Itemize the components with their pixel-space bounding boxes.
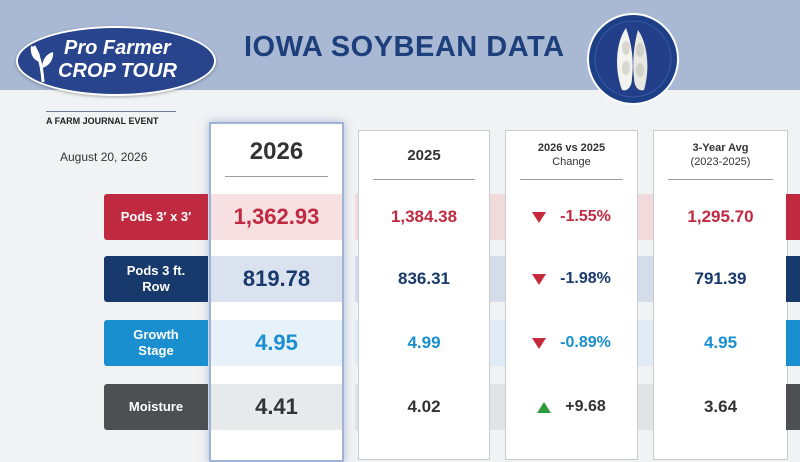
row-label-line: Pods 3 ft. bbox=[126, 263, 186, 278]
row-label-line: Row bbox=[142, 279, 170, 294]
logo-line1: Pro Farmer bbox=[64, 37, 171, 59]
pro-farmer-logo: Pro Farmer CROP TOUR bbox=[16, 26, 216, 96]
row-label-pods-3ft-row: Pods 3 ft. Row bbox=[104, 256, 208, 302]
row-label-line: Moisture bbox=[128, 399, 184, 414]
up-arrow-icon bbox=[537, 401, 552, 413]
column-header-avg: 3-Year Avg (2023-2025) bbox=[654, 141, 787, 169]
avg-title: 3-Year Avg bbox=[692, 142, 749, 154]
logo-line2: CROP TOUR bbox=[58, 60, 177, 82]
column-header-change: 2026 vs 2025 Change bbox=[506, 141, 637, 169]
value-2025: 1,384.38 bbox=[390, 207, 458, 226]
crop-leaf-icon bbox=[30, 45, 54, 83]
row-band-2026 bbox=[211, 384, 342, 430]
value-3yr-avg: 3.64 bbox=[703, 397, 738, 416]
row-edge-tab bbox=[786, 320, 800, 366]
tagline: A FARM JOURNAL EVENT bbox=[46, 116, 159, 126]
column-header-2026: 2026 bbox=[249, 138, 304, 165]
down-arrow-icon bbox=[532, 273, 547, 285]
change-title: 2026 vs 2025 bbox=[537, 142, 606, 154]
change-text: -1.98% bbox=[560, 270, 611, 287]
column-header-2025: 2025 bbox=[407, 147, 441, 164]
value-2025: 4.99 bbox=[407, 333, 441, 352]
value-2025: 836.31 bbox=[398, 269, 450, 288]
value-change: +9.68 bbox=[507, 386, 636, 428]
page-title: IOWA SOYBEAN DATA bbox=[244, 31, 565, 63]
row-label-growth-stage: Growth Stage bbox=[104, 320, 208, 366]
value-2026: 4.95 bbox=[255, 330, 298, 355]
down-arrow-icon bbox=[532, 211, 547, 223]
value-change: -0.89% bbox=[507, 322, 636, 364]
value-2026: 819.78 bbox=[242, 266, 311, 291]
value-change: -1.98% bbox=[507, 258, 636, 300]
avg-subtitle: (2023-2025) bbox=[690, 156, 751, 168]
value-2026: 4.41 bbox=[255, 394, 298, 419]
row-label-moisture: Moisture bbox=[104, 384, 208, 430]
row-label-line: Stage bbox=[138, 343, 174, 358]
value-3yr-avg: 1,295.70 bbox=[687, 207, 754, 226]
row-edge-tab bbox=[786, 256, 800, 302]
row-band-2026 bbox=[211, 256, 342, 302]
down-arrow-icon bbox=[532, 337, 547, 349]
column-rule bbox=[520, 179, 623, 180]
row-band-2026 bbox=[211, 194, 342, 240]
report-date: August 20, 2026 bbox=[60, 150, 148, 164]
row-band-2026 bbox=[211, 320, 342, 366]
column-3yr-avg: 3-Year Avg (2023-2025) bbox=[653, 130, 788, 460]
column-rule bbox=[373, 179, 475, 180]
row-label-line: Growth bbox=[133, 327, 179, 342]
change-subtitle: Change bbox=[552, 156, 591, 168]
change-text: -1.55% bbox=[560, 208, 611, 225]
soybean-pod-icon bbox=[587, 13, 679, 105]
column-rule bbox=[225, 176, 328, 177]
value-3yr-avg: 791.39 bbox=[694, 269, 747, 288]
row-edge-tab bbox=[786, 194, 800, 240]
row-label-pods-3x3: Pods 3′ x 3′ bbox=[104, 194, 208, 240]
value-2025: 4.02 bbox=[407, 397, 441, 416]
value-2026: 1,362.93 bbox=[233, 204, 320, 229]
change-text: -0.89% bbox=[560, 334, 611, 351]
change-text: +9.68 bbox=[565, 398, 606, 415]
row-edge-tab bbox=[786, 384, 800, 430]
row-label-line: Pods 3′ x 3′ bbox=[120, 209, 192, 224]
column-rule bbox=[668, 179, 773, 180]
value-change: -1.55% bbox=[507, 196, 636, 238]
tagline-rule bbox=[46, 111, 176, 112]
column-change: 2026 vs 2025 Change bbox=[505, 130, 638, 460]
value-3yr-avg: 4.95 bbox=[703, 333, 738, 352]
